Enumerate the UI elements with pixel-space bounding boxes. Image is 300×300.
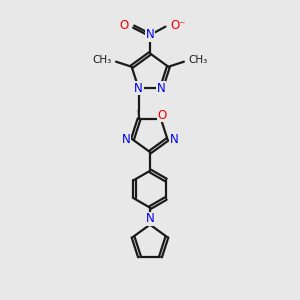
Text: O: O <box>158 109 167 122</box>
Text: N: N <box>122 133 130 146</box>
Text: O⁻: O⁻ <box>171 19 186 32</box>
Text: CH₃: CH₃ <box>92 55 112 65</box>
Text: N: N <box>157 82 166 95</box>
Text: O: O <box>119 19 128 32</box>
Text: N: N <box>146 212 154 225</box>
Text: N: N <box>134 82 143 95</box>
Text: N: N <box>146 28 154 41</box>
Text: N: N <box>170 133 178 146</box>
Text: CH₃: CH₃ <box>188 55 208 65</box>
